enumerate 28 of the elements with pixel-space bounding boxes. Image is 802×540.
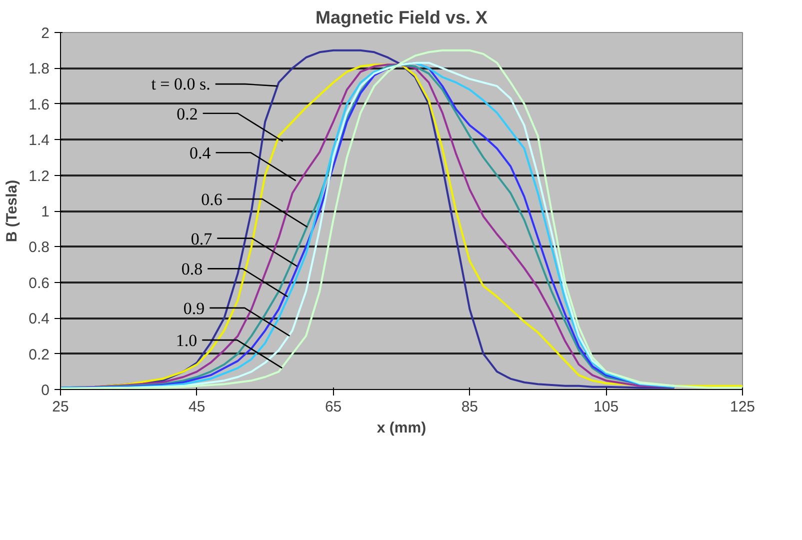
annotation: 0.2 bbox=[176, 104, 198, 124]
y-tick-label: 1 bbox=[41, 204, 50, 220]
annotation: 0.9 bbox=[183, 298, 205, 318]
x-tick-label: 105 bbox=[594, 398, 619, 416]
y-tick-label: 0.6 bbox=[28, 274, 50, 292]
y-tick-label: 1.8 bbox=[28, 60, 50, 78]
annotation: 0.7 bbox=[190, 229, 213, 248]
x-tick-label: 25 bbox=[52, 398, 69, 416]
x-tick-label: 65 bbox=[324, 398, 342, 416]
chart-title: Magnetic Field vs. X bbox=[315, 8, 488, 28]
y-tick-label: 2 bbox=[41, 25, 50, 42]
annotation: 0.6 bbox=[201, 190, 222, 210]
y-tick-label: 0.8 bbox=[28, 239, 50, 256]
y-axis-title: B (Tesla) bbox=[4, 180, 21, 242]
y-tick-label: 1.2 bbox=[28, 168, 50, 185]
y-tick-label: 0 bbox=[41, 382, 50, 399]
annotation: 1.0 bbox=[176, 331, 198, 350]
x-tick-label: 125 bbox=[730, 398, 756, 416]
x-axis-title: x (mm) bbox=[376, 420, 426, 436]
annotation: 0.4 bbox=[190, 144, 212, 163]
annotation: 0.8 bbox=[181, 260, 203, 279]
y-tick-label: 0.4 bbox=[28, 310, 50, 328]
y-tick-label: 1.4 bbox=[28, 132, 50, 150]
x-tick-label: 45 bbox=[188, 398, 206, 416]
annotation: t = 0.0 s. bbox=[151, 74, 210, 94]
y-tick-label: 0.2 bbox=[28, 346, 50, 364]
y-tick-label: 1.6 bbox=[28, 96, 50, 114]
x-tick-label: 85 bbox=[461, 398, 478, 416]
